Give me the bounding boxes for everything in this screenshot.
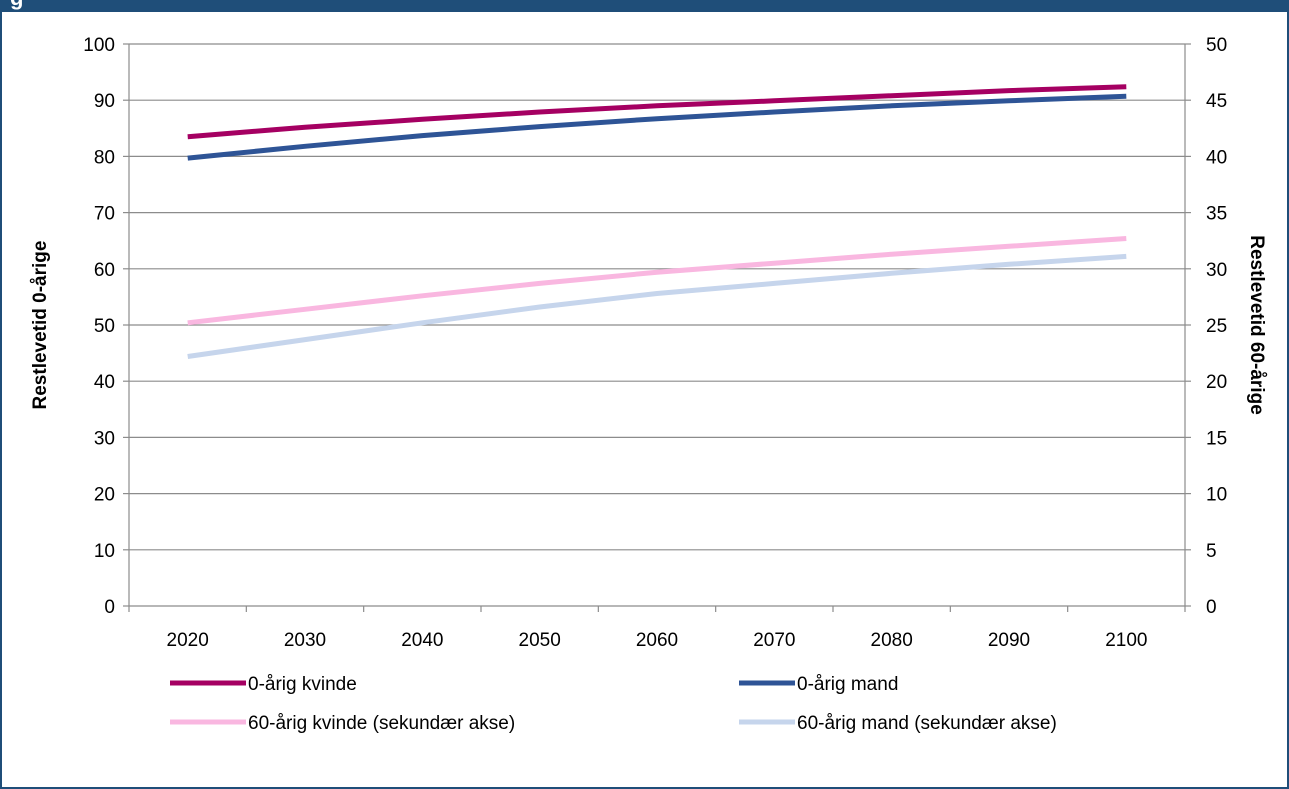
series-lines: [187, 84, 1127, 359]
y2-axis-title: Restlevetid 60-årige: [1246, 235, 1267, 415]
x-tick-label: 2080: [871, 630, 913, 651]
left-tick-label: 30: [94, 428, 115, 449]
left-tick-label: 80: [94, 147, 115, 168]
x-axis-ticks: 2020 2030 2040 2050 2060 2070 2080 2090 2100: [128, 606, 1186, 651]
x-tick-label: 2070: [753, 630, 795, 651]
series-line-3: [187, 236, 1127, 326]
right-tick-label: 0: [1206, 597, 1217, 618]
left-tick-label: 90: [94, 91, 115, 112]
header-band: g: [2, 0, 1289, 12]
series-line-4: [187, 253, 1127, 359]
header-title-fragment: g: [10, 0, 23, 10]
series-line-1: [187, 84, 1127, 140]
x-tick-label: 2060: [636, 630, 678, 651]
x-tick-label: 2040: [401, 630, 443, 651]
x-tick-label: 2030: [284, 630, 326, 651]
legend-label-2: 0-årig mand: [797, 674, 898, 695]
gridlines: [129, 43, 1185, 551]
series-line-2: [187, 93, 1127, 161]
legend-label-3: 60-årig kvinde (sekundær akse): [248, 713, 515, 734]
right-tick-label: 30: [1206, 260, 1227, 281]
right-tick-label: 5: [1206, 541, 1217, 562]
legend-label-4: 60-årig mand (sekundær akse): [797, 713, 1057, 734]
left-tick-label: 0: [104, 597, 115, 618]
right-tick-label: 15: [1206, 428, 1227, 449]
left-tick-label: 70: [94, 204, 115, 225]
left-tick-label: 10: [94, 541, 115, 562]
right-tick-label: 25: [1206, 316, 1227, 337]
right-tick-label: 40: [1206, 147, 1227, 168]
legend: 0-årig kvinde 0-årig mand 60-årig kvinde (…: [170, 674, 1057, 734]
right-axis-ticks: 0 5 10 15 20 25 30 35 40 45 50: [1185, 35, 1227, 618]
left-tick-label: 100: [83, 35, 115, 56]
left-axis-ticks: 0 10 20 30 40 50 60 70 80 90 100: [83, 35, 129, 618]
right-tick-label: 35: [1206, 204, 1227, 225]
right-tick-label: 10: [1206, 485, 1227, 506]
left-tick-label: 40: [94, 372, 115, 393]
y-axis-title: Restlevetid 0-årige: [30, 241, 51, 410]
left-tick-label: 60: [94, 260, 115, 281]
x-tick-label: 2050: [519, 630, 561, 651]
left-tick-label: 20: [94, 485, 115, 506]
right-tick-label: 20: [1206, 372, 1227, 393]
left-tick-label: 50: [94, 316, 115, 337]
x-tick-label: 2020: [167, 630, 209, 651]
right-tick-label: 45: [1206, 91, 1227, 112]
right-tick-label: 50: [1206, 35, 1227, 56]
legend-label-1: 0-årig kvinde: [248, 674, 357, 695]
x-tick-label: 2100: [1105, 630, 1147, 651]
x-tick-label: 2090: [988, 630, 1030, 651]
